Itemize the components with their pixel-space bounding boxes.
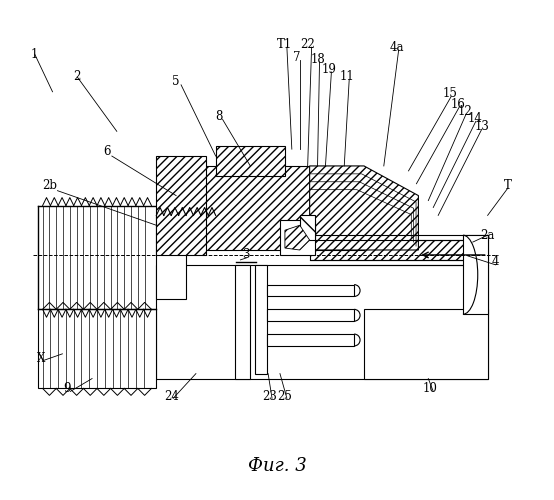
Text: 24: 24: [164, 390, 178, 403]
Text: 22: 22: [300, 38, 315, 51]
Text: 5: 5: [172, 76, 180, 88]
Bar: [156, 216, 186, 300]
Bar: [38, 310, 156, 388]
Bar: [201, 166, 364, 250]
Text: 25: 25: [278, 390, 293, 403]
Bar: [267, 284, 354, 296]
Text: 15: 15: [443, 88, 458, 101]
Text: 1: 1: [31, 48, 38, 60]
Text: 8: 8: [215, 110, 222, 123]
Text: 4a: 4a: [389, 41, 404, 54]
Text: 3: 3: [243, 248, 250, 262]
Text: X: X: [37, 352, 45, 366]
Bar: [156, 156, 206, 255]
Polygon shape: [285, 226, 310, 250]
Bar: [267, 334, 354, 346]
Bar: [310, 240, 488, 260]
Bar: [255, 265, 267, 374]
Text: 13: 13: [474, 120, 489, 133]
Text: 2a: 2a: [480, 228, 495, 241]
Text: 7: 7: [293, 50, 300, 64]
Text: 23: 23: [263, 390, 278, 403]
Text: Фиг. 3: Фиг. 3: [248, 456, 306, 474]
Text: 4: 4: [492, 256, 499, 268]
Bar: [216, 146, 285, 176]
Bar: [364, 310, 488, 378]
Text: 6: 6: [103, 144, 111, 158]
Text: 18: 18: [310, 52, 325, 66]
Text: 11: 11: [340, 70, 355, 84]
Bar: [280, 220, 315, 255]
Bar: [300, 216, 315, 240]
Text: 2: 2: [74, 70, 81, 84]
Text: 2b: 2b: [42, 179, 57, 192]
Text: T1: T1: [278, 38, 293, 51]
Bar: [267, 310, 354, 321]
Text: 9: 9: [64, 382, 71, 395]
Bar: [463, 235, 488, 314]
Text: 10: 10: [423, 382, 438, 395]
Text: T: T: [504, 179, 511, 192]
Bar: [235, 265, 250, 378]
Text: 19: 19: [322, 62, 337, 76]
Bar: [156, 265, 488, 378]
Text: 16: 16: [450, 98, 465, 111]
Polygon shape: [310, 166, 418, 250]
Text: 14: 14: [468, 112, 482, 125]
Text: 12: 12: [458, 105, 472, 118]
